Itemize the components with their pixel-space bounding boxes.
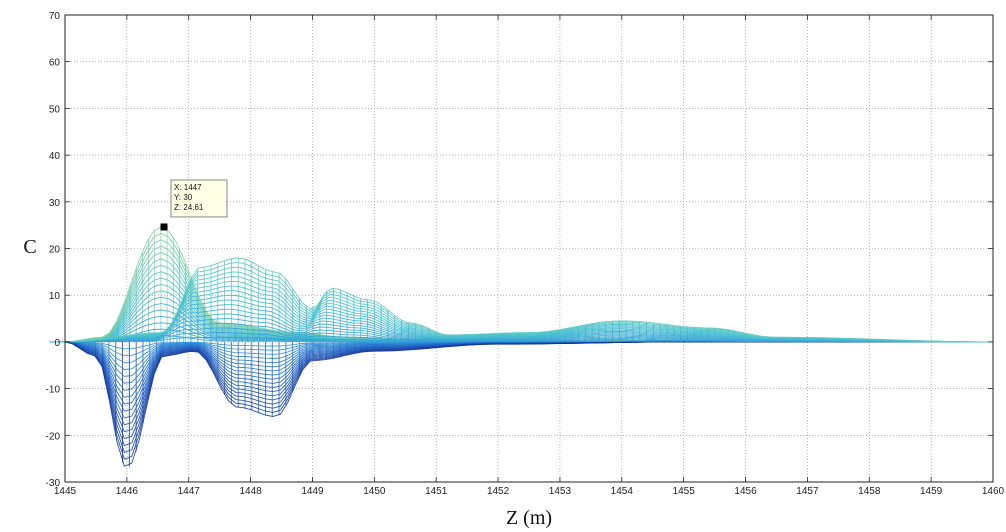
- y-tick-label: 20: [49, 245, 61, 256]
- y-tick-label: 40: [49, 151, 61, 162]
- x-tick-label: 1451: [425, 486, 448, 497]
- x-tick-label: 1450: [363, 486, 386, 497]
- datatip-y-text: Y: 30: [174, 193, 193, 202]
- x-tick-label: 1453: [549, 486, 572, 497]
- mesh-series-2: [64, 341, 993, 467]
- y-tick-label: 0: [54, 338, 60, 349]
- x-tick-label: 1448: [239, 486, 262, 497]
- mesh-surface: [49, 226, 993, 467]
- y-tick-labels: -30 -20 -10 0 10 20 30 40 50 60 70: [46, 11, 61, 489]
- y-tick-label: -10: [46, 385, 61, 396]
- y-tick-label: 10: [49, 291, 61, 302]
- datatip[interactable]: X: 1447 Y: 30 Z: 24.61: [160, 179, 228, 231]
- plot-area-background: [65, 15, 993, 482]
- x-tick-label: 1460: [982, 486, 1005, 497]
- y-tick-label: 60: [49, 58, 61, 69]
- mesh-profile-line: [64, 257, 993, 343]
- datatip-x-text: X: 1447: [174, 183, 202, 192]
- x-tick-label: 1446: [116, 486, 139, 497]
- x-tick-label: 1449: [301, 486, 324, 497]
- x-tick-label: 1455: [673, 486, 696, 497]
- x-tick-label: 1459: [920, 486, 943, 497]
- x-tick-label: 1445: [54, 486, 77, 497]
- x-tick-label: 1452: [487, 486, 510, 497]
- datatip-box: [170, 179, 228, 218]
- x-tick-label: 1456: [734, 486, 757, 497]
- y-tick-label: 30: [49, 198, 61, 209]
- y-axis-title: C: [23, 236, 36, 258]
- y-tick-label: -30: [46, 478, 61, 489]
- y-tick-label: 70: [49, 11, 61, 22]
- x-tick-labels: 1445 1446 1447 1448 1449 1450 1451 1452 1453 1454…: [54, 486, 1005, 497]
- y-tick-label: 50: [49, 104, 61, 115]
- datatip-z-text: Z: 24.61: [174, 203, 204, 212]
- x-tick-label: 1458: [858, 486, 881, 497]
- axis-ticks: [64, 14, 994, 483]
- y-tick-label: -20: [46, 431, 61, 442]
- datatip-marker[interactable]: [160, 223, 168, 231]
- mesh-series-3: [49, 257, 993, 343]
- x-tick-label: 1457: [796, 486, 819, 497]
- x-axis-title: Z (m): [506, 507, 552, 529]
- x-tick-label: 1454: [611, 486, 634, 497]
- x-tick-label: 1447: [178, 486, 201, 497]
